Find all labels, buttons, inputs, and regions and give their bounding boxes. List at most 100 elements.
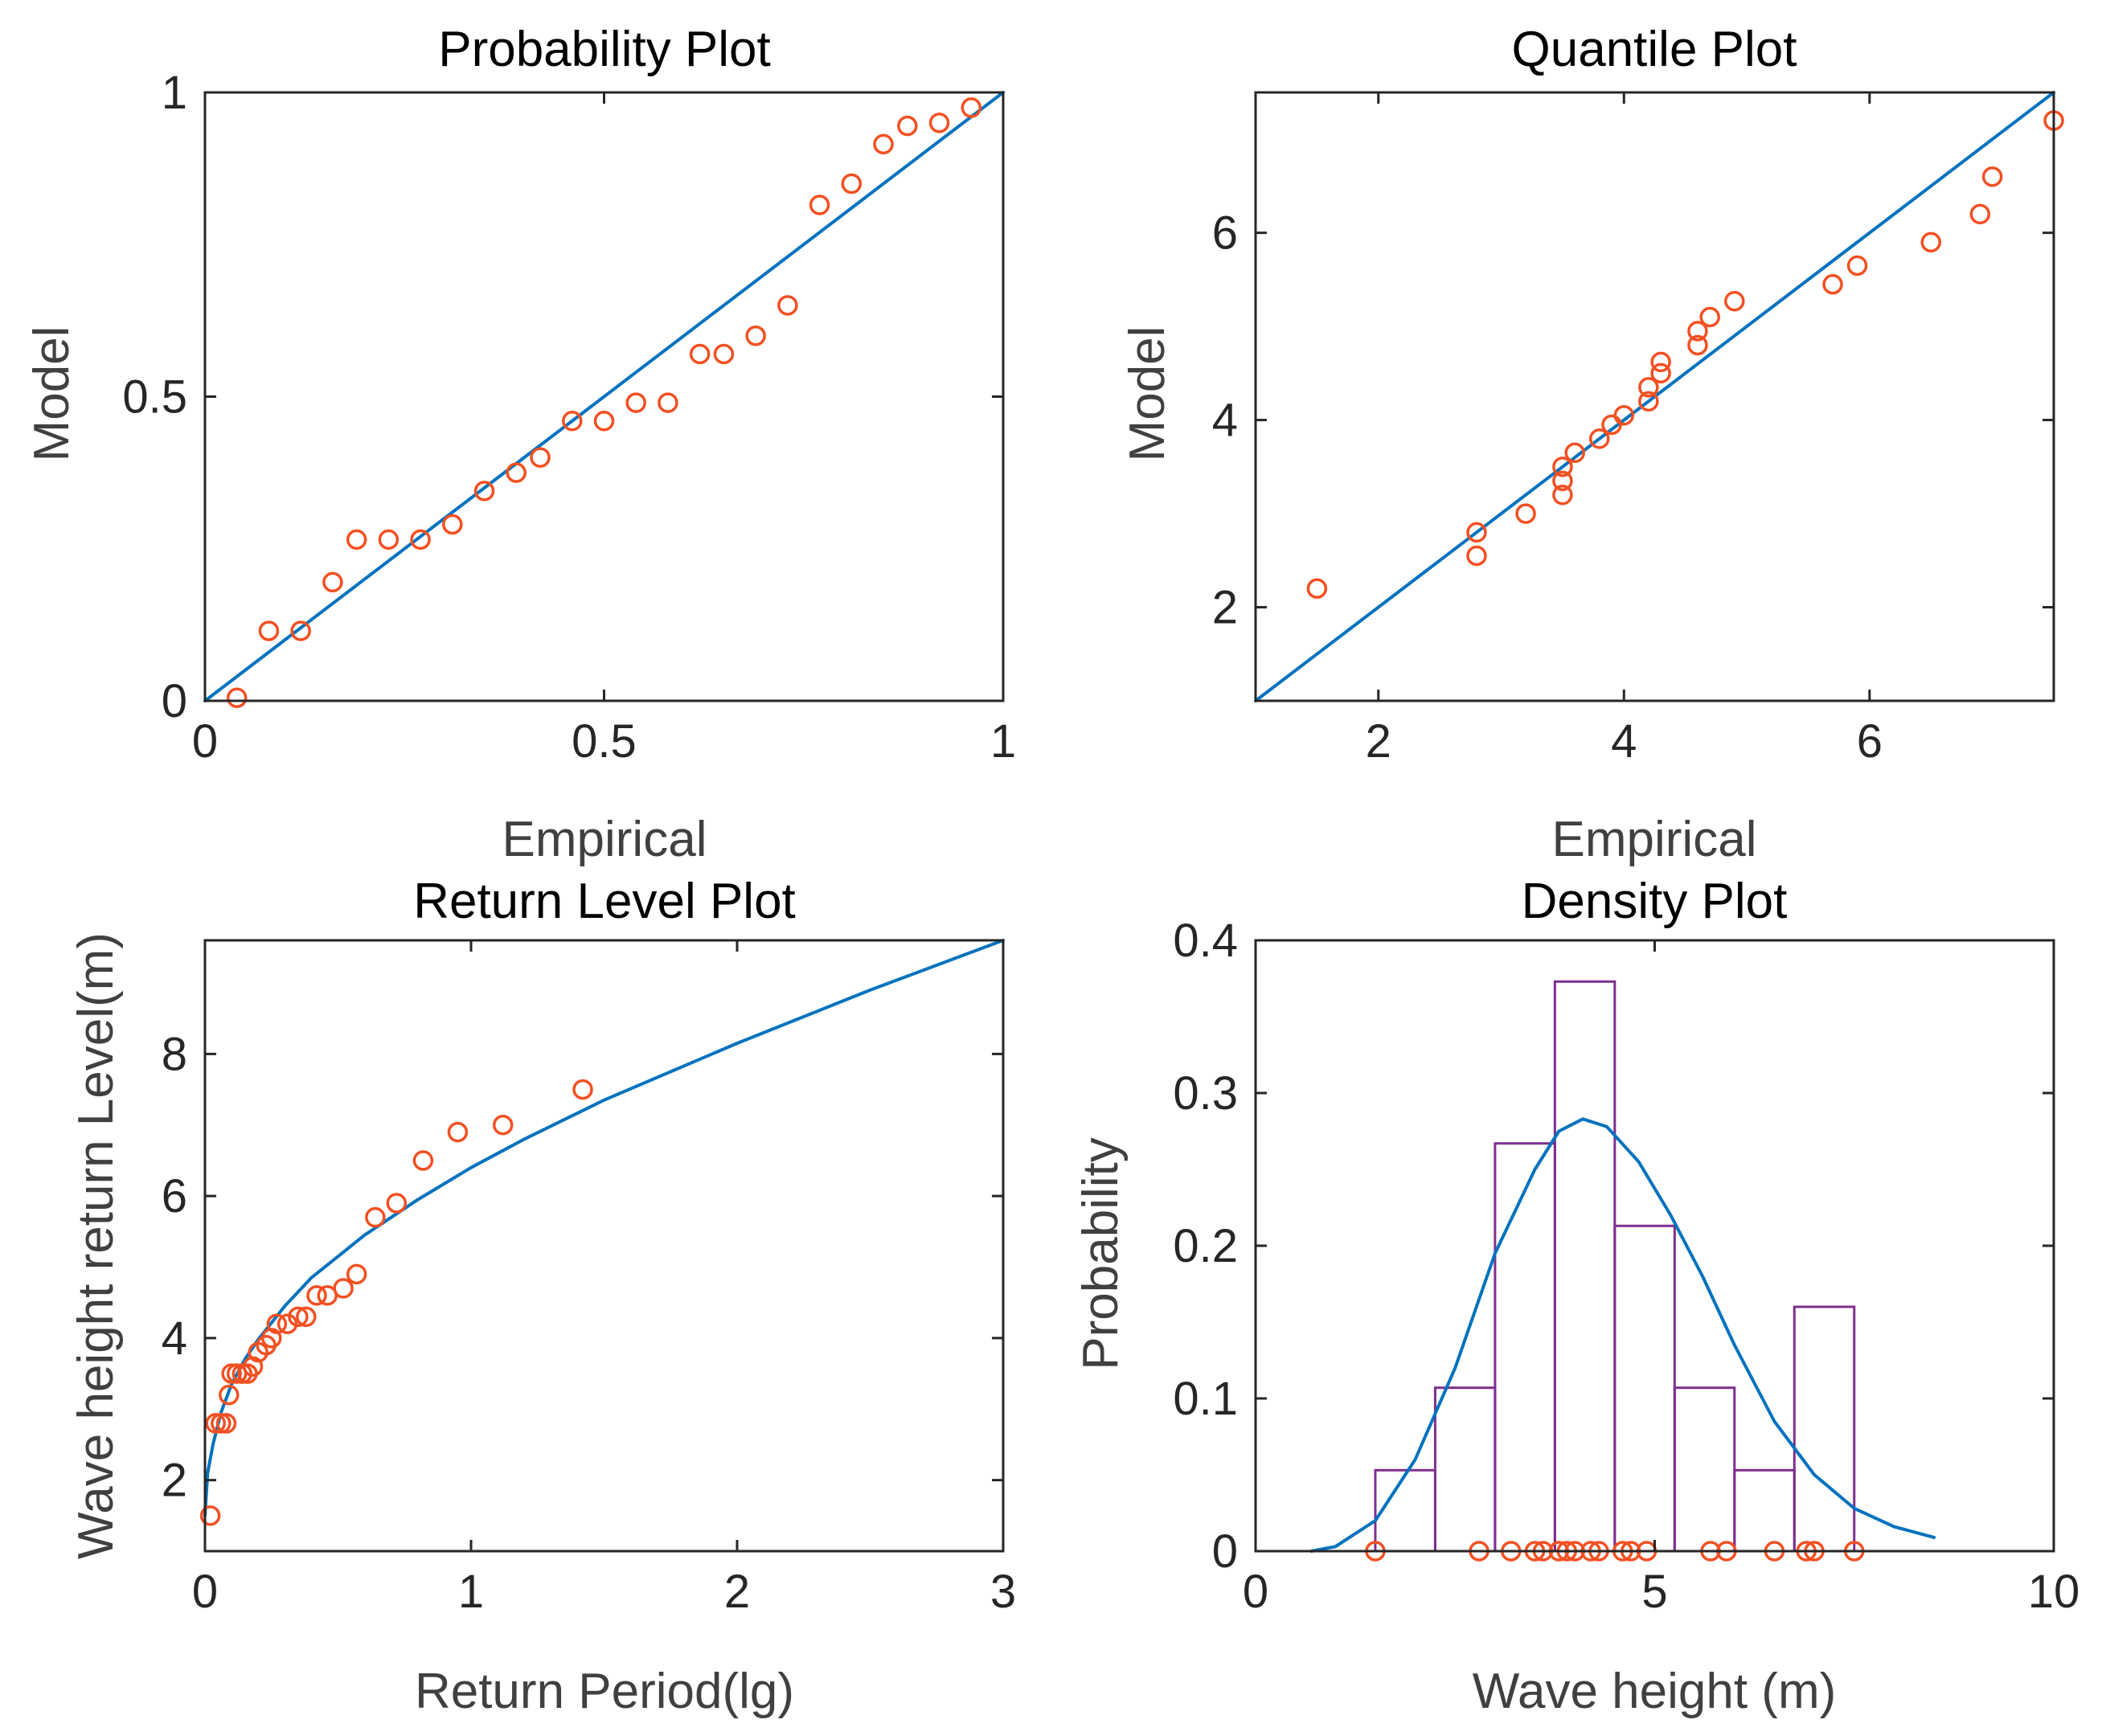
return-level-plot-ytick-label-1: 4 — [162, 1312, 187, 1365]
return-level-plot-ytick-label-2: 6 — [162, 1170, 187, 1222]
probability-plot-point-13 — [625, 392, 646, 413]
quantile-plot-point-12 — [1638, 377, 1659, 398]
return-level-plot-point-22 — [386, 1193, 408, 1214]
density-plot-xtick-label-1: 5 — [1641, 1566, 1667, 1618]
probability-plot-point-18 — [777, 295, 798, 316]
density-plot-ytick-label-0: 0 — [1212, 1525, 1238, 1578]
return-level-plot-point-2 — [211, 1413, 232, 1434]
quantile-plot-xtick-label-2: 6 — [1857, 715, 1883, 768]
return-level-plot-title: Return Level Plot — [413, 874, 796, 929]
quantile-plot-point-15 — [1687, 334, 1708, 356]
probability-plot-point-0 — [226, 687, 248, 708]
probability-plot-point-6 — [410, 529, 431, 551]
density-plot-axes-box — [1254, 939, 2055, 1553]
probability-plot-point-17 — [745, 326, 766, 346]
quantile-plot-point-19 — [1822, 273, 1843, 295]
probability-plot-point-21 — [873, 133, 894, 155]
probability-plot-xtick-label-0: 0 — [192, 715, 218, 768]
probability-plot-ytick-label-1: 0.5 — [122, 371, 187, 424]
density-plot-ytick-label-1: 0.1 — [1173, 1373, 1238, 1425]
quantile-plot-point-13 — [1650, 362, 1671, 384]
density-plot-bar-1 — [1433, 1386, 1497, 1553]
probability-plot-point-9 — [506, 462, 527, 483]
quantile-plot-point-4 — [1552, 485, 1573, 506]
probability-plot-xtick-label-1: 0.5 — [572, 715, 637, 768]
probability-plot-point-23 — [928, 113, 950, 133]
density-plot-ytick-label-3: 0.3 — [1173, 1067, 1238, 1120]
density-plot-title: Density Plot — [1522, 874, 1788, 929]
quantile-plot-point-23 — [1981, 166, 2003, 187]
density-plot-panel: Density Plot Wave height (m) Probability… — [1073, 874, 2079, 1719]
return-level-plot-point-21 — [365, 1206, 386, 1228]
quantile-plot-axes-box — [1254, 91, 2055, 702]
quantile-plot-ytick-label-1: 4 — [1212, 395, 1238, 447]
quantile-plot-ylabel: Model — [1120, 326, 1175, 462]
probability-plot-point-22 — [897, 115, 918, 137]
quantile-plot-point-18 — [1724, 290, 1745, 312]
density-plot-bar-2 — [1494, 1142, 1556, 1553]
return-level-plot-xlabel: Return Period(lg) — [415, 1664, 794, 1719]
density-plot-bar-0 — [1374, 1468, 1436, 1553]
density-plot-bar-7 — [1793, 1305, 1856, 1553]
density-plot-ylabel: Probability — [1073, 1137, 1129, 1370]
probability-plot-panel: Probability Plot Empirical Model 0 0.5 1 0 0… — [24, 22, 1016, 867]
probability-plot-point-3 — [322, 571, 343, 593]
quantile-plot-ytick-label-2: 6 — [1212, 207, 1238, 260]
quantile-plot-point-8 — [1589, 428, 1610, 449]
quantile-plot-point-14 — [1650, 351, 1671, 373]
probability-plot-point-7 — [442, 514, 463, 535]
return-level-plot-ylabel: Wave height return Level(m) — [68, 932, 124, 1559]
probability-plot-point-5 — [378, 529, 400, 551]
return-level-plot-panel: Return Level Plot Return Period(lg) Wave… — [68, 874, 1016, 1719]
return-level-plot-point-0 — [199, 1505, 221, 1526]
return-level-plot-point-24 — [447, 1121, 469, 1143]
probability-plot-point-16 — [713, 343, 735, 365]
return-level-plot-xtick-label-0: 0 — [192, 1566, 218, 1618]
return-level-plot-point-4 — [219, 1384, 240, 1406]
probability-plot-ylabel: Model — [24, 326, 80, 462]
quantile-plot-title: Quantile Plot — [1512, 22, 1797, 77]
quantile-plot-ytick-label-0: 2 — [1212, 582, 1238, 634]
return-level-plot-xtick-label-3: 3 — [990, 1566, 1016, 1618]
probability-plot-xtick-label-2: 1 — [990, 715, 1016, 768]
density-plot-bar-5 — [1673, 1386, 1736, 1553]
quantile-plot-point-2 — [1466, 522, 1487, 543]
probability-plot-point-15 — [689, 343, 711, 365]
probability-plot-point-20 — [841, 173, 863, 194]
quantile-plot-point-16 — [1687, 321, 1708, 342]
quantile-plot-panel: Quantile Plot Empirical Model 2 4 6 2 4 6 — [1120, 22, 2064, 867]
quantile-plot-point-1 — [1466, 545, 1487, 567]
quantile-plot-point-21 — [1920, 231, 1941, 253]
quantile-plot-xlabel: Empirical — [1552, 812, 1757, 867]
probability-plot-point-8 — [473, 481, 495, 502]
return-level-plot-point-26 — [572, 1079, 593, 1100]
density-plot-bar-6 — [1733, 1468, 1796, 1553]
quantile-plot-point-17 — [1699, 306, 1720, 328]
probability-plot-title: Probability Plot — [438, 22, 771, 77]
probability-plot-point-19 — [809, 194, 830, 215]
return-level-plot-point-13 — [266, 1313, 288, 1334]
return-level-plot-point-3 — [215, 1413, 237, 1434]
quantile-plot-xtick-label-0: 2 — [1366, 715, 1391, 768]
quantile-plot-xtick-label-1: 4 — [1611, 715, 1637, 768]
probability-plot-point-1 — [258, 620, 280, 641]
quantile-plot-point-0 — [1306, 578, 1328, 599]
density-plot-ytick-label-2: 0.2 — [1173, 1220, 1238, 1272]
density-plot-xtick-label-2: 10 — [2028, 1566, 2080, 1618]
return-level-plot-point-25 — [492, 1115, 514, 1136]
return-level-plot-fitted-curve — [203, 939, 1005, 1517]
quantile-plot-point-5 — [1552, 470, 1573, 492]
quantile-plot-point-11 — [1638, 391, 1659, 412]
return-level-plot-point-19 — [333, 1278, 354, 1299]
density-plot-fitted-curve — [1309, 1117, 1936, 1553]
quantile-plot-point-10 — [1613, 405, 1635, 426]
return-level-plot-xtick-label-2: 2 — [724, 1566, 750, 1618]
return-level-plot-ytick-label-3: 8 — [162, 1028, 187, 1080]
probability-plot-xlabel: Empirical — [502, 812, 707, 867]
return-level-plot-point-15 — [288, 1306, 309, 1328]
return-level-plot-point-7 — [232, 1363, 253, 1384]
quantile-plot-point-20 — [1846, 255, 1868, 276]
return-level-plot-xtick-label-1: 1 — [458, 1566, 484, 1618]
return-level-plot-point-14 — [277, 1313, 298, 1334]
